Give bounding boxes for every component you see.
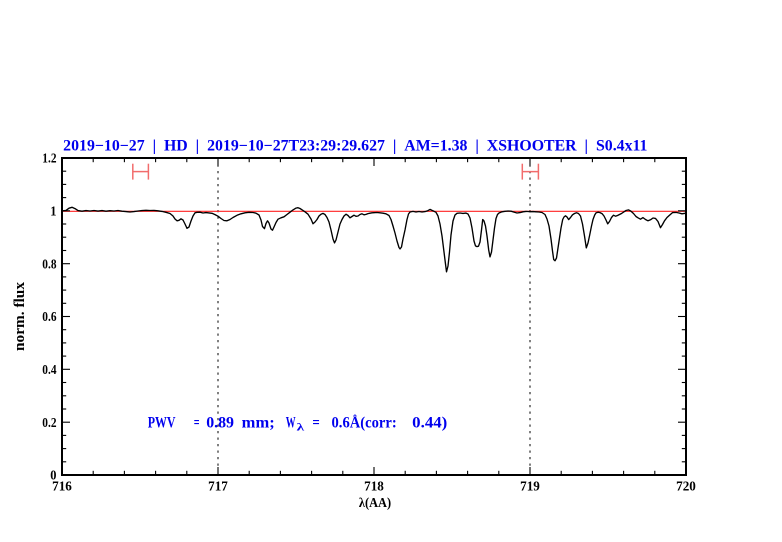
svg-text:720: 720 <box>676 480 696 495</box>
svg-text:=: = <box>194 414 200 431</box>
svg-text:0.4: 0.4 <box>42 363 56 378</box>
svg-text:W: W <box>286 414 296 431</box>
svg-text:0: 0 <box>50 469 56 484</box>
svg-text:0.44): 0.44) <box>412 414 447 431</box>
svg-text:mm;: mm; <box>242 414 275 431</box>
svg-text:PWV: PWV <box>148 414 176 431</box>
svg-text:=: = <box>312 414 319 431</box>
svg-text:718: 718 <box>364 480 384 495</box>
svg-text:716: 716 <box>52 480 72 495</box>
svg-text:0.6: 0.6 <box>42 310 56 325</box>
svg-text:1: 1 <box>50 205 56 220</box>
svg-text:719: 719 <box>520 480 540 495</box>
svg-text:norm. flux: norm. flux <box>12 281 28 351</box>
svg-text:717: 717 <box>208 480 228 495</box>
svg-text:1.2: 1.2 <box>42 152 56 167</box>
svg-text:0.89: 0.89 <box>206 414 234 431</box>
svg-text:0.2: 0.2 <box>42 416 56 431</box>
svg-text:0.8: 0.8 <box>42 257 56 272</box>
svg-text:λ: λ <box>297 421 305 433</box>
svg-text:2019−10−27 | HD | 2019−10−: 2019−10−27 | HD | 2019−10−27T23:29:29.62… <box>63 138 647 155</box>
svg-text:0.6Å(corr:: 0.6Å(corr: <box>332 413 397 431</box>
svg-text:λ(AA): λ(AA) <box>359 496 391 511</box>
